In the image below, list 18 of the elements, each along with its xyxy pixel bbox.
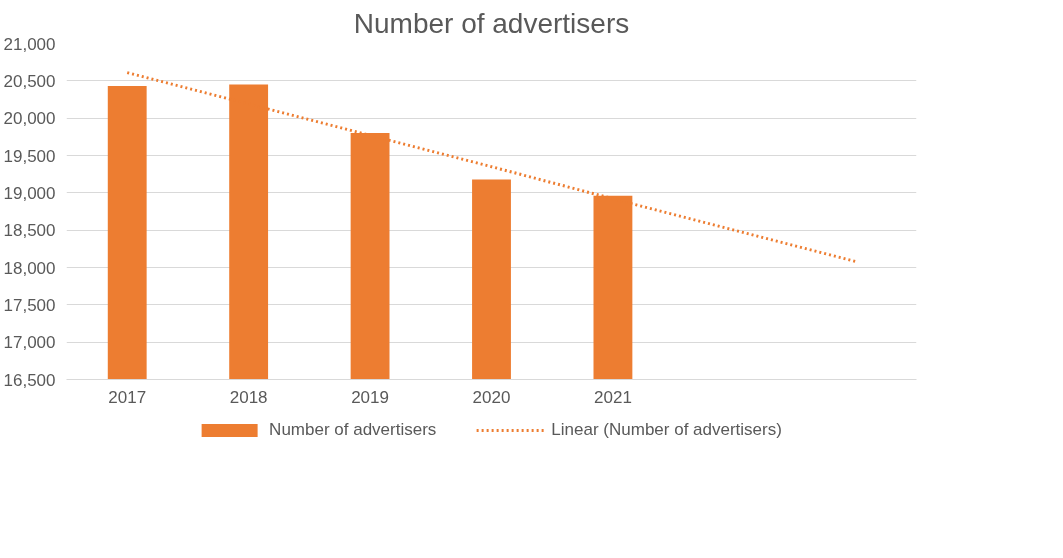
y-tick-label: 19,000 [3, 183, 56, 203]
y-tick-label: 16,500 [3, 370, 56, 390]
y-tick-label: 21,000 [3, 34, 56, 54]
chart-title: Number of advertisers [353, 7, 630, 39]
y-tick-label: 20,000 [3, 109, 56, 129]
legend-label: Number of advertisers [269, 420, 437, 440]
y-tick-label: 20,500 [3, 71, 56, 91]
x-tick-label: 2018 [229, 387, 268, 407]
x-tick-label: 2021 [594, 387, 632, 407]
y-tick-label: 17,000 [3, 333, 56, 353]
y-tick-label: 17,500 [3, 295, 56, 315]
x-tick-label: 2020 [472, 387, 511, 407]
y-tick-label: 18,500 [3, 221, 56, 241]
legend-label: Linear (Number of advertisers) [551, 420, 782, 440]
y-tick-label: 19,500 [3, 146, 56, 166]
y-tick-label: 18,000 [3, 258, 56, 278]
x-tick-label: 2017 [108, 387, 147, 407]
x-tick-label: 2019 [351, 387, 389, 407]
